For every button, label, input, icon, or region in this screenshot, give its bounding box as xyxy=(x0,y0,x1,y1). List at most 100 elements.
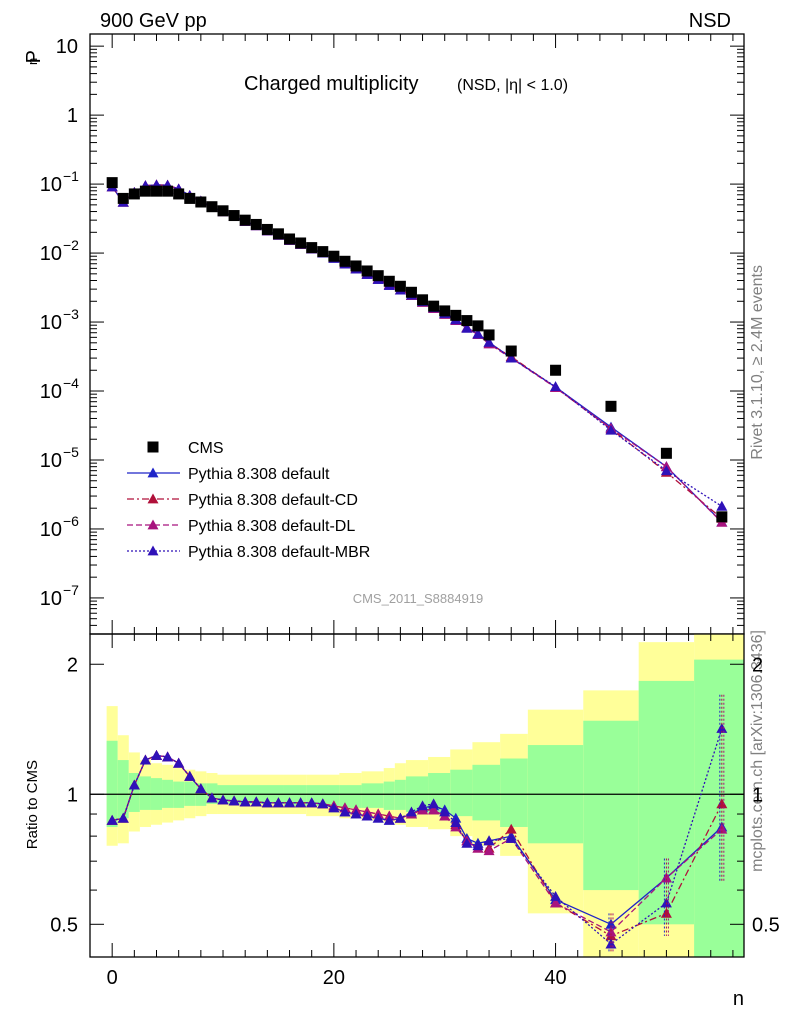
data-point xyxy=(206,201,218,213)
legend-label-1: Pythia 8.308 default-CD xyxy=(188,492,358,509)
ratio-marker-2 xyxy=(550,897,562,908)
chart-title: Charged multiplicity xyxy=(244,73,419,95)
series-marker-3 xyxy=(461,322,473,333)
series-marker-3 xyxy=(605,424,617,435)
ratio-marker-3 xyxy=(162,751,174,762)
ratio-y-tick-label: 2 xyxy=(67,654,78,676)
ratio-y-tick-label-right: 2 xyxy=(752,654,763,676)
band-green xyxy=(394,779,406,810)
data-point xyxy=(461,315,473,327)
data-point xyxy=(106,177,118,189)
ratio-marker-3 xyxy=(383,814,395,825)
ratio-marker-3 xyxy=(428,798,440,809)
y-tick-label: 10 xyxy=(40,588,62,610)
data-point xyxy=(483,329,495,341)
data-point xyxy=(162,185,174,197)
y-tick-exponent: −2 xyxy=(63,237,79,253)
band-green xyxy=(128,773,140,812)
data-point xyxy=(405,286,417,298)
data-point xyxy=(139,185,151,197)
data-point xyxy=(439,305,451,317)
rivet-info: Rivet 3.1.10, ≥ 2.4M events xyxy=(749,265,766,460)
series-marker-3 xyxy=(483,336,495,347)
uncertainty-bands xyxy=(106,634,744,957)
ratio-marker-2 xyxy=(428,804,440,815)
band-green xyxy=(500,758,528,827)
data-point xyxy=(417,294,429,306)
ratio-marker-3 xyxy=(372,812,384,823)
ratio-marker-3 xyxy=(284,797,296,808)
series-marker-3 xyxy=(550,381,562,391)
analysis-watermark: CMS_2011_S8884919 xyxy=(353,591,484,606)
ratio-marker-3 xyxy=(250,796,262,807)
data-point xyxy=(239,214,251,226)
y-tick-exponent: −3 xyxy=(63,306,79,322)
header-left: 900 GeV pp xyxy=(100,10,207,32)
legend-label-data: CMS xyxy=(188,440,224,457)
ratio-marker-3 xyxy=(206,792,218,803)
data-point xyxy=(295,237,307,249)
data-point xyxy=(372,270,384,282)
band-green xyxy=(306,785,340,806)
ratio-marker-3 xyxy=(505,832,517,843)
data-point xyxy=(550,364,562,376)
band-green xyxy=(139,776,151,810)
ratio-marker-3 xyxy=(217,794,229,805)
ratio-y-tick-label: 0.5 xyxy=(50,914,78,936)
y-axis-label: P xyxy=(23,50,45,63)
legend-marker-1 xyxy=(147,493,159,504)
ratio-y-tick-label: 1 xyxy=(67,784,78,806)
chart-subtitle: (NSD, |η| < 1.0) xyxy=(457,77,568,94)
ratio-marker-3 xyxy=(128,779,140,790)
ratio-marker-3 xyxy=(660,897,672,908)
ratio-y-tick-label-right: 1 xyxy=(752,784,763,806)
band-green xyxy=(339,785,362,808)
band-green xyxy=(117,760,129,819)
data-point xyxy=(195,196,207,208)
data-point xyxy=(261,223,273,235)
ratio-marker-3 xyxy=(173,757,185,768)
ratio-marker-3 xyxy=(405,806,417,817)
ratio-marker-3 xyxy=(239,796,251,807)
ratio-marker-3 xyxy=(461,837,473,848)
x-tick-label: 20 xyxy=(323,967,345,989)
data-point xyxy=(350,260,362,272)
series-marker-3 xyxy=(716,500,728,511)
ratio-marker-3 xyxy=(139,754,151,765)
y-tick-label: 1 xyxy=(67,105,78,127)
ratio-marker-3 xyxy=(328,802,340,813)
ratio-marker-3 xyxy=(261,797,273,808)
ratio-marker-0 xyxy=(605,918,617,929)
ratio-marker-3 xyxy=(483,835,495,846)
data-point xyxy=(716,511,728,523)
legend-marker-0 xyxy=(147,467,159,478)
ratio-marker-3 xyxy=(361,810,373,821)
data-point xyxy=(128,188,140,200)
ratio-marker-3 xyxy=(450,817,462,827)
band-green xyxy=(694,659,744,957)
legend-marker-3 xyxy=(147,545,159,556)
series-line-3 xyxy=(111,184,723,507)
ratio-marker-3 xyxy=(472,840,484,851)
legend-marker-data xyxy=(147,441,159,453)
band-green xyxy=(361,783,384,808)
y-tick-label: 10 xyxy=(40,381,62,403)
ratio-plot-panel: 0 20 40 0.5 0.5 1 1 2 2 xyxy=(50,34,780,989)
ratio-marker-3 xyxy=(339,806,351,817)
ratio-marker-3 xyxy=(439,806,451,817)
ratio-line-2 xyxy=(112,754,723,933)
data-point xyxy=(450,309,462,321)
ratio-marker-3 xyxy=(117,812,129,823)
ratio-marker-3 xyxy=(317,798,329,809)
ratio-marker-1 xyxy=(660,907,672,918)
data-point xyxy=(306,242,318,254)
ratio-marker-3 xyxy=(195,783,207,794)
series-marker-3 xyxy=(505,352,517,363)
data-point xyxy=(317,246,329,258)
ratio-marker-3 xyxy=(605,938,617,949)
ratio-marker-3 xyxy=(106,814,118,825)
ratio-marker-3 xyxy=(394,812,406,823)
legend-label-0: Pythia 8.308 default xyxy=(188,466,330,483)
legend-label-2: Pythia 8.308 default-DL xyxy=(188,518,355,535)
